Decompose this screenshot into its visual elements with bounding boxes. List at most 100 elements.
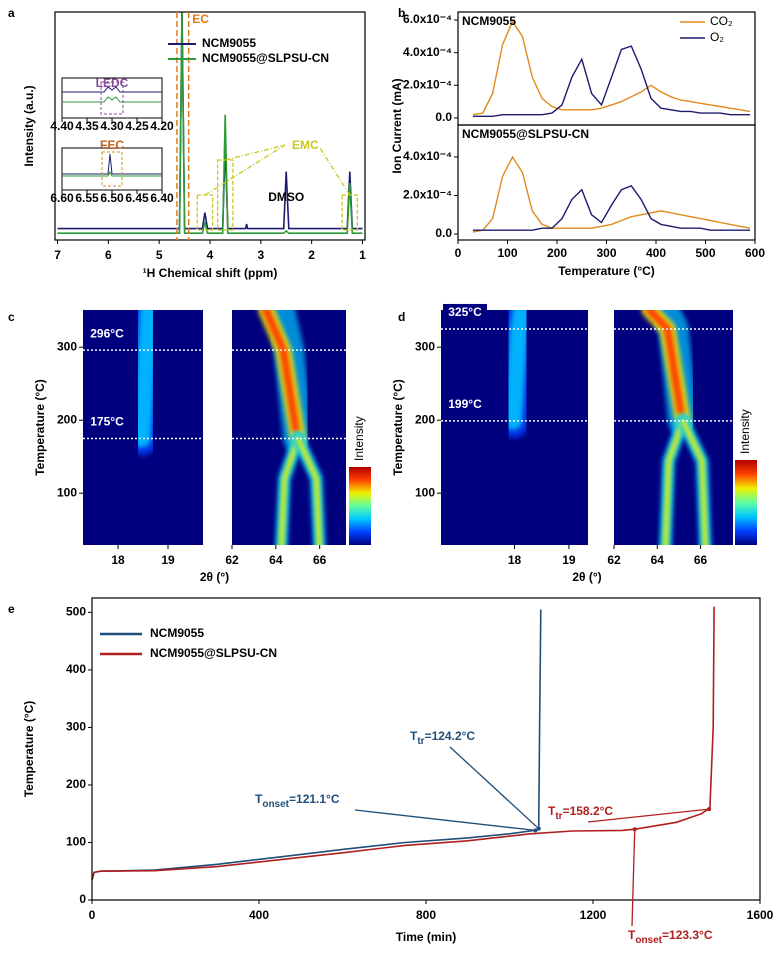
x-tick-label: 6 [105,248,112,262]
x-axis-label: 2θ (°) [200,570,229,584]
x-tick-label: 18 [111,553,125,567]
x-tick-label: 1200 [580,908,607,922]
transition-label-box [443,395,487,414]
x-tick-label: 4.30 [100,119,124,133]
arrow-head [707,807,712,812]
legend-label: CO₂ [710,14,733,28]
series-line [472,155,751,233]
x-tick-label: 0 [89,908,96,922]
annotation-sub: onset [635,935,662,946]
series-line [472,185,750,231]
inset-label: LEDC [96,76,129,90]
x-tick-label: 19 [161,553,175,567]
inset-highlight [101,151,123,187]
heatmap-ridge [278,435,301,545]
panel-label: e [8,602,15,616]
heatmap-image [83,310,203,545]
series-line [57,11,363,230]
annotation-rest: =124.2°C [425,729,476,743]
transition-label-box [85,325,129,344]
annotation-sub: tr [555,811,562,822]
x-tick-label: 64 [269,553,283,567]
x-tick-label: 62 [607,553,621,567]
annotation-arrow [631,829,636,927]
legend-label: NCM9055@SLPSU-CN [202,51,329,65]
arrow-head [632,827,637,832]
series-line [472,45,750,117]
x-tick-label: 400 [249,908,269,922]
annotation-base: T [255,792,263,806]
x-tick-label: 1600 [747,908,774,922]
series-line [57,11,363,234]
subplot-title: NCM9055 [462,14,516,28]
series-line [472,20,751,116]
y-tick-label: 100 [66,835,86,849]
x-axis-label: ¹H Chemical shift (ppm) [143,266,278,280]
y-tick-label: 300 [57,339,77,353]
transition-label-box [443,303,487,322]
annotation: Ttr=158.2°C [548,804,613,821]
y-axis-label: Temperature (°C) [22,701,36,798]
x-tick-label: 19 [562,553,576,567]
y-tick-label: 6.0x10⁻⁴ [403,12,452,26]
annotation-arrow [587,808,710,823]
y-tick-label: 300 [415,339,435,353]
heatmap-ridge [680,418,708,545]
legend-label: NCM9055 [202,36,256,50]
y-tick-label: 300 [66,720,86,734]
heatmap-image [441,310,588,545]
heatmap-ridge [663,418,686,545]
inset-line [62,153,162,175]
x-tick-label: 1 [359,248,366,262]
x-tick-label: 200 [547,246,567,260]
annotation: DMSO [268,190,304,204]
transition-label: 199°C [448,397,482,411]
heatmap-ridge [132,310,158,448]
inset-frame [61,77,163,119]
x-tick-label: 0 [455,246,462,260]
transition-label: 296°C [90,326,124,340]
y-tick-label: 500 [66,605,86,619]
y-axis-label: Ion Current (mA) [390,78,404,173]
x-tick-label: 2 [308,248,315,262]
x-tick-label: 800 [416,908,436,922]
colorbar-label: Intensity [352,416,366,461]
y-tick-label: 400 [66,662,86,676]
inset-label: FEC [100,138,124,152]
annotation-rest: =123.3°C [662,928,713,942]
annotation-base: T [410,729,418,743]
arrow-head [533,828,538,833]
panel-label: b [398,6,405,20]
x-tick-label: 6.45 [125,191,149,205]
emc-arrow [319,147,351,196]
x-axis-label: Time (min) [396,930,456,944]
heatmap-ridge [504,310,531,430]
annotation: EC [192,12,209,26]
x-tick-label: 66 [313,553,327,567]
x-tick-label: 4.20 [150,119,174,133]
transition-label: 325°C [448,305,482,319]
annotation: Tonset=123.3°C [628,928,713,945]
inset-line [62,86,162,93]
annotation-rest: =121.1°C [289,792,340,806]
annotation: Ttr=124.2°C [410,729,475,746]
x-axis-label: Temperature (°C) [558,264,655,278]
heatmap-ridge [295,435,322,545]
transition-label-box [85,413,129,432]
inset-line [62,170,162,177]
transition-label: 175°C [90,415,124,429]
x-tick-label: 4.40 [50,119,74,133]
legend-label: NCM9055 [150,626,204,640]
x-tick-label: 400 [646,246,666,260]
x-tick-label: 5 [156,248,163,262]
annotation-rest: =158.2°C [563,804,614,818]
y-tick-label: 2.0x10⁻⁴ [403,188,452,202]
legend-label: O₂ [710,30,724,44]
annotation-arrow [449,746,540,830]
annotation: Tonset=121.1°C [255,792,340,809]
panel-label: a [8,6,15,20]
y-tick-label: 4.0x10⁻⁴ [403,45,452,59]
y-tick-label: 0.0 [435,226,452,240]
x-tick-label: 3 [257,248,264,262]
